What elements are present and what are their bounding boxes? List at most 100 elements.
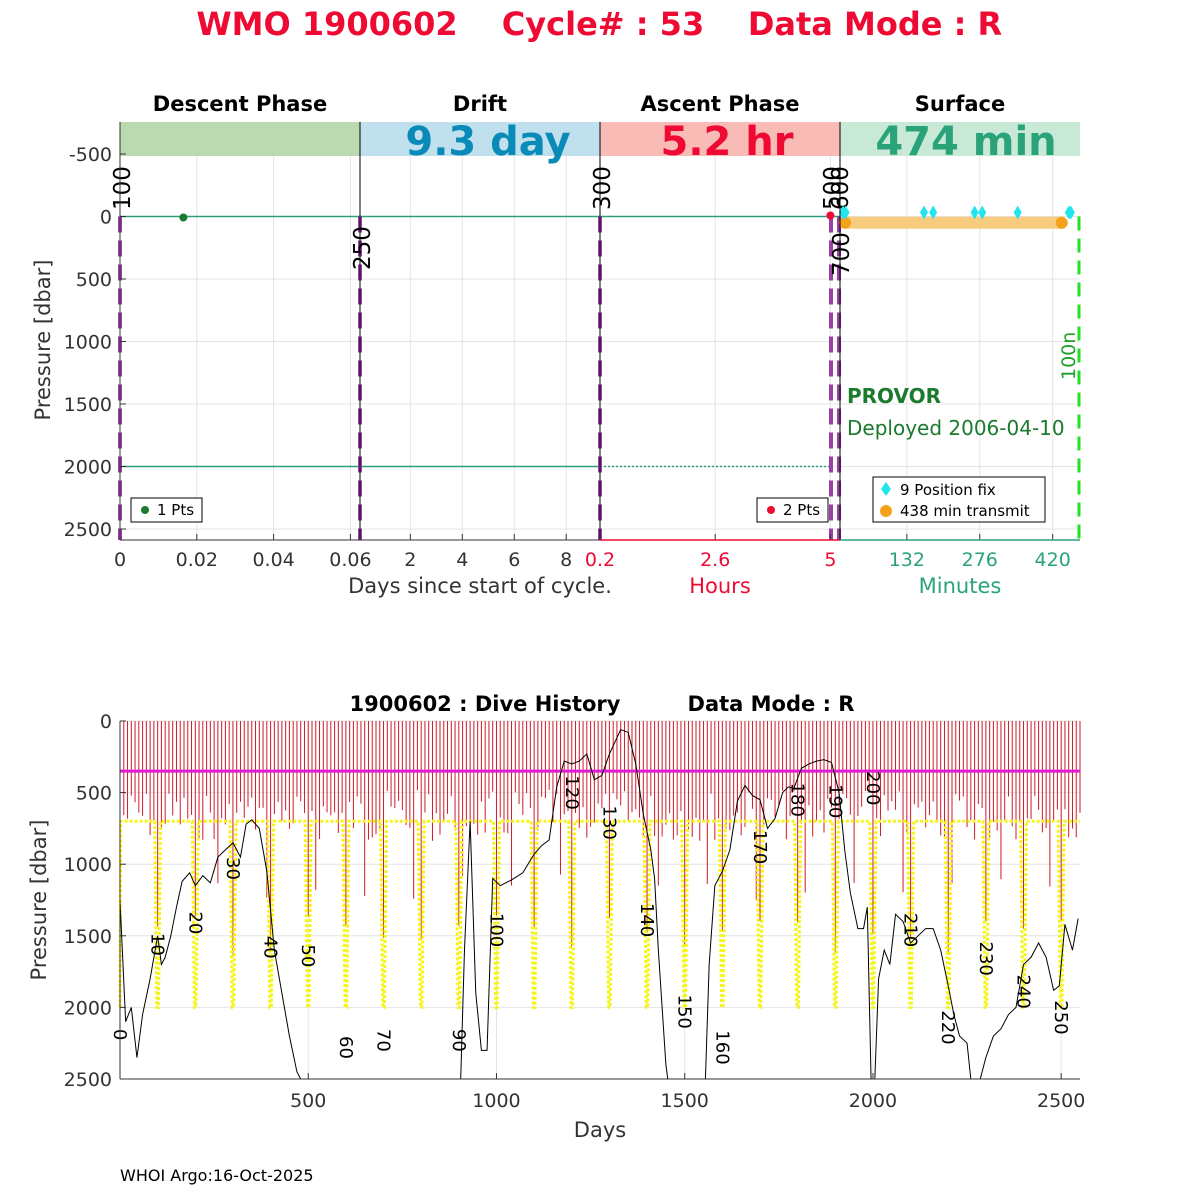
legend-surface: 9 Position fix 438 min transmit <box>872 476 1046 523</box>
bottom-y-tick-label: 0 <box>100 711 112 733</box>
cycle-profile-chart: Descent Phase Drift Ascent Phase Surface… <box>31 92 1081 598</box>
cycle-number-label: 100 <box>485 913 506 947</box>
position-fix-point <box>929 205 938 220</box>
phase-ascent-value: 5.2 hr <box>661 119 794 165</box>
footer-credit: WHOI Argo:16-Oct-2025 <box>120 1166 314 1185</box>
position-fix-point <box>920 205 929 220</box>
cycle-number-label: 200 <box>862 771 883 805</box>
top-x-tick-label: 0 <box>114 549 126 571</box>
legend-position-fix-text: 9 Position fix <box>900 481 996 499</box>
cycle-number-label: 90 <box>448 1029 469 1052</box>
phase-descent-band <box>120 122 360 156</box>
profile-depth-trace <box>119 728 1079 1080</box>
top-y-tick-label: 2000 <box>64 457 112 479</box>
vertical-marker-label: 700 <box>829 232 855 276</box>
top-x-tick-label: 276 <box>962 549 998 571</box>
legend-ascent-text: 2 Pts <box>783 501 820 519</box>
float-type-label: PROVOR <box>847 384 941 408</box>
title-mode: Data Mode : R <box>748 5 1002 43</box>
cycle-number-label: 180 <box>787 783 808 817</box>
cycle-number-label: 70 <box>373 1029 394 1052</box>
bottom-x-tick-label: 2000 <box>849 1090 897 1112</box>
top-x-tick-label: 0.04 <box>252 549 294 571</box>
cycle-number-label: 160 <box>711 1030 732 1064</box>
bottom-y-axis-label: Pressure [dbar] <box>27 820 51 981</box>
cycle-number-label: 240 <box>1013 974 1034 1008</box>
cycle-number-label: 40 <box>260 936 281 959</box>
bottom-y-tick-label: 500 <box>76 783 112 805</box>
top-x-tick-label: 2.6 <box>700 549 730 571</box>
bottom-x-tick-label: 1000 <box>472 1090 520 1112</box>
cycle-number-label: 190 <box>824 784 845 818</box>
dive-history-chart: 1900602 : Dive History Data Mode : R 0 10… <box>27 692 1085 1142</box>
position-fix-point <box>1066 205 1075 220</box>
phase-surface-band <box>840 122 1080 156</box>
top-y-axis-label: Pressure [dbar] <box>31 260 55 421</box>
bottom-axes: 0 500 1000 1500 2000 2500 500 1000 1500 2000 2500 <box>64 711 1086 1112</box>
legend-ascent-marker <box>767 506 775 514</box>
vertical-marker-label: 300 <box>590 166 616 210</box>
top-y-tick-label: 500 <box>76 269 112 291</box>
position-fix-point <box>841 205 850 220</box>
bottom-x-tick-label: 500 <box>290 1090 326 1112</box>
bottom-x-tick-label: 1500 <box>661 1090 709 1112</box>
vertical-marker-label: 500 <box>820 166 846 210</box>
top-x-tick-label: 8 <box>560 549 572 571</box>
top-x-axis-label-days: Days since start of cycle. <box>348 574 612 598</box>
legend-descent: 1 Pts <box>130 497 203 523</box>
cycle-number-label: 150 <box>674 995 695 1029</box>
phase-drift-band <box>360 122 600 156</box>
legend-transmit-marker <box>880 505 892 517</box>
cycle-number-label: 130 <box>598 805 619 839</box>
top-y-tick-label: 2500 <box>64 519 112 541</box>
top-x-tick-label: 4 <box>456 549 468 571</box>
position-fix-point <box>970 205 979 220</box>
park-profile-trace <box>118 819 1080 1009</box>
top-y-tick-label: 1500 <box>64 394 112 416</box>
top-x-tick-label: 0.06 <box>329 549 371 571</box>
legend-transmit-text: 438 min transmit <box>900 502 1030 520</box>
transmit-end-point <box>1055 216 1068 229</box>
transmit-start-point <box>839 216 851 229</box>
top-y-tick-label: 1000 <box>64 332 112 354</box>
title-cycle: Cycle# : 53 <box>502 5 704 43</box>
cycle-number-label: 230 <box>975 942 996 976</box>
phase-surface-title: Surface <box>915 92 1005 116</box>
descent-point <box>179 213 188 222</box>
cycle-number-label: 250 <box>1050 1000 1071 1034</box>
deployed-date-label: Deployed 2006-04-10 <box>847 416 1065 440</box>
cycle-number-label: 210 <box>900 913 921 947</box>
top-x-tick-label: 5 <box>824 549 836 571</box>
title-wmo: WMO 1900602 <box>196 5 457 43</box>
cycle-number-label: 50 <box>297 944 318 967</box>
bottom-x-tick-label: 2500 <box>1037 1090 1085 1112</box>
bottom-plot-area: 0102030405060709010012013014015016017018… <box>109 721 1081 1080</box>
vertical-marker-label: 100 <box>110 166 136 210</box>
legend-ascent: 2 Pts <box>756 497 829 523</box>
vertical-marker-label: 100n <box>1058 332 1080 380</box>
figure-title: WMO 1900602 Cycle# : 53 Data Mode : R <box>196 5 1002 43</box>
dive-history-mode: Data Mode : R <box>688 692 855 716</box>
cycle-number-label: 120 <box>561 775 582 809</box>
vertical-marker-label: 600 <box>828 166 854 210</box>
top-x-tick-label: 420 <box>1035 549 1071 571</box>
phase-surface-value: 474 min <box>875 119 1056 165</box>
top-x-tick-label: 0.2 <box>585 549 615 571</box>
vertical-marker-label: 250 <box>350 226 376 270</box>
bottom-grid <box>120 720 1080 1080</box>
ascent-point <box>826 211 835 220</box>
cycle-number-label: 20 <box>184 911 205 934</box>
cycle-number-label: 170 <box>749 830 770 864</box>
bottom-y-tick-label: 2500 <box>64 1069 112 1091</box>
bottom-y-tick-label: 1000 <box>64 854 112 876</box>
position-fix-point <box>978 205 987 220</box>
legend-position-fix-marker <box>881 482 891 496</box>
top-x-axis-label-minutes: Minutes <box>919 574 1002 598</box>
cycle-number-label: 30 <box>222 857 243 880</box>
phase-ascent-band <box>600 122 840 156</box>
legend-descent-marker <box>141 506 149 514</box>
bottom-y-tick-label: 2000 <box>64 997 112 1019</box>
top-x-tick-label: 132 <box>889 549 925 571</box>
